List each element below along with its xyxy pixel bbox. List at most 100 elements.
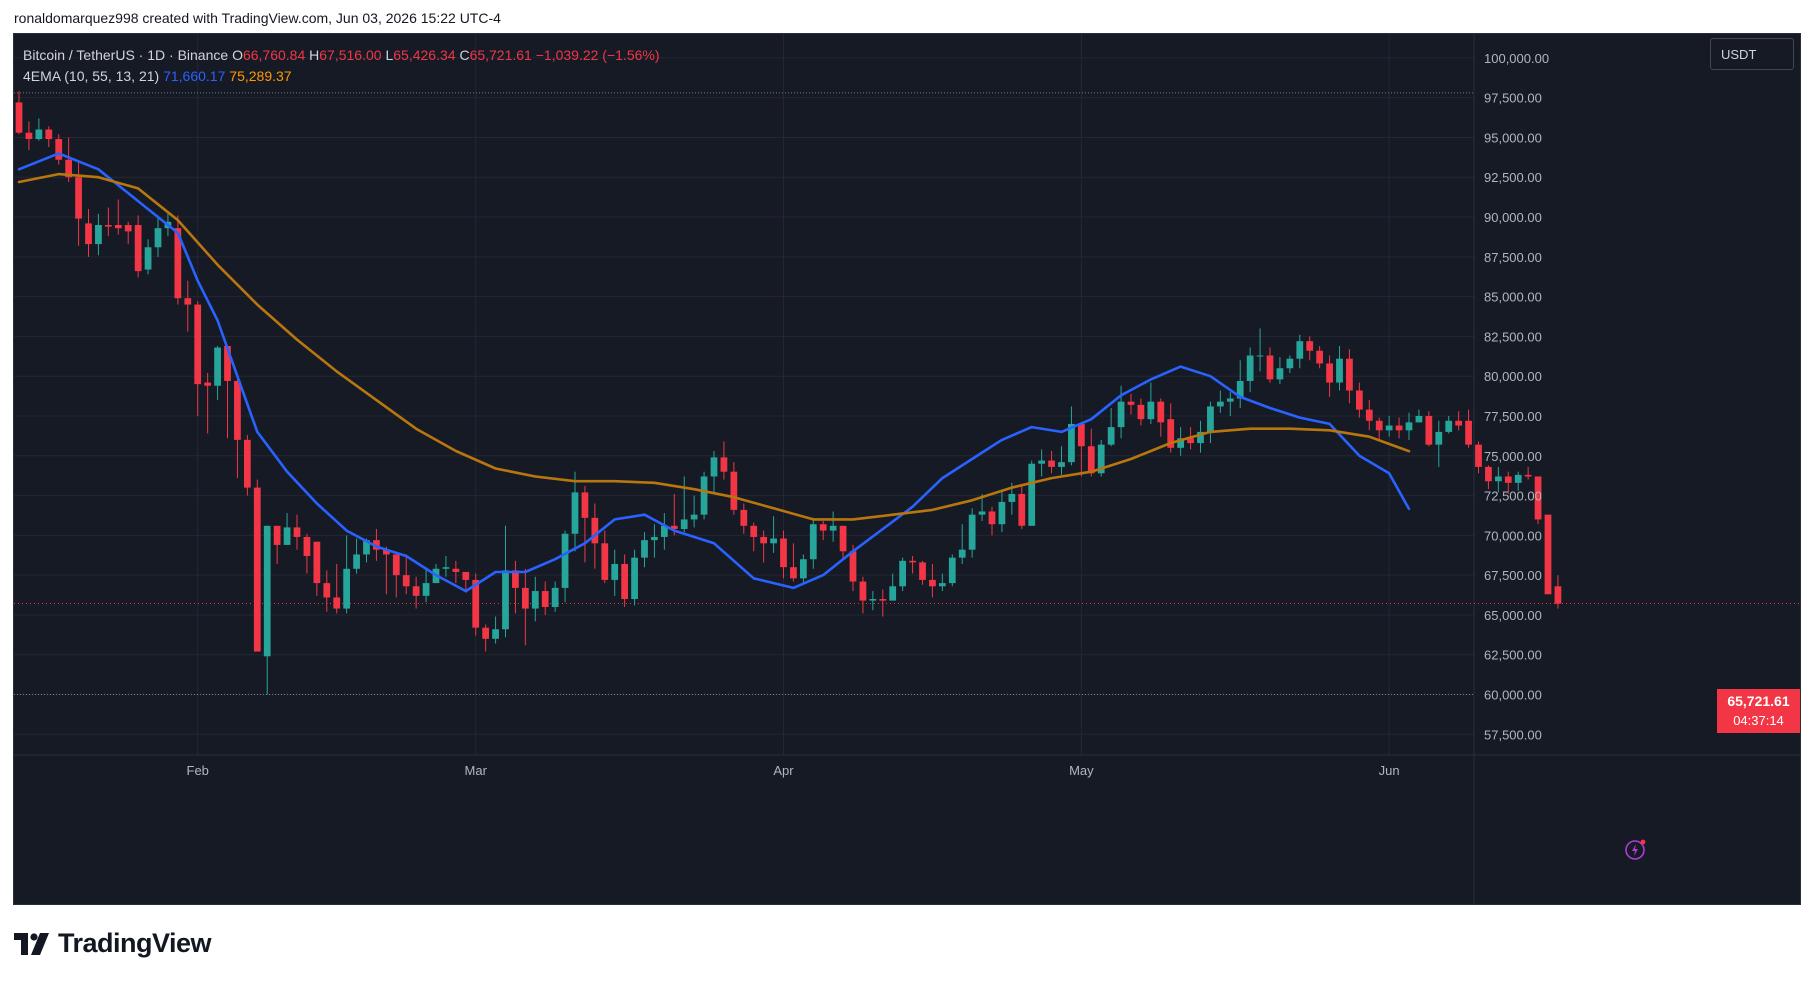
candle-body	[313, 541, 321, 584]
candle-body	[660, 525, 668, 537]
price-tick-label: 100,000.00	[1484, 51, 1549, 66]
candle	[382, 546, 390, 595]
currency-selector[interactable]: USDT	[1710, 38, 1794, 70]
candle-body	[780, 538, 787, 568]
candle-body	[323, 583, 331, 598]
candle-body	[382, 549, 390, 555]
candle	[184, 280, 192, 332]
candle	[1544, 514, 1552, 595]
candle	[204, 373, 212, 434]
lightning-icon[interactable]	[1624, 837, 1648, 861]
candle	[482, 624, 490, 652]
candle-body	[1127, 401, 1135, 405]
candle-body	[1226, 398, 1234, 402]
candle-body	[1097, 444, 1105, 474]
candle-body	[492, 629, 499, 639]
candle-body	[363, 540, 370, 555]
candle-body	[1514, 474, 1522, 483]
candle-body	[909, 560, 916, 563]
candle-body	[750, 525, 758, 537]
candle-body	[968, 514, 976, 550]
price-tick-label: 62,500.00	[1484, 648, 1542, 663]
candle-body	[670, 525, 678, 529]
candle	[1494, 466, 1502, 493]
candle	[1465, 409, 1472, 448]
candle	[1514, 471, 1522, 491]
candle	[214, 345, 221, 401]
candle-body	[55, 139, 63, 160]
candle-body	[1167, 419, 1175, 448]
price-tick-label: 90,000.00	[1484, 210, 1542, 225]
candle	[670, 493, 678, 536]
candle	[740, 503, 748, 534]
candle-body	[412, 586, 420, 596]
candle-body	[1445, 420, 1453, 432]
candle	[988, 506, 996, 536]
candle-body	[819, 524, 827, 531]
candle	[601, 530, 609, 584]
candle-body	[621, 564, 629, 600]
candle-body	[1504, 476, 1512, 483]
indicator-name: 4EMA (10, 55, 13, 21)	[23, 68, 160, 84]
candle	[809, 517, 817, 569]
candle-body	[392, 554, 400, 576]
candle-body	[1296, 341, 1304, 359]
candle-body	[1355, 390, 1363, 410]
candle-body	[502, 570, 509, 630]
candle	[760, 530, 768, 563]
candle-body	[144, 247, 152, 270]
candle	[1425, 411, 1433, 447]
candle-body	[114, 224, 122, 229]
candle-body	[938, 583, 946, 587]
candle-body	[65, 159, 73, 178]
candle	[790, 543, 797, 582]
candle	[799, 554, 807, 584]
candle-body	[104, 224, 112, 227]
candle	[25, 121, 33, 151]
candle	[680, 476, 688, 533]
price-tick-label: 77,500.00	[1484, 409, 1542, 424]
candle	[134, 215, 142, 278]
candle-body	[611, 564, 619, 580]
close-value: 65,721.61	[469, 47, 532, 63]
candle	[869, 591, 877, 611]
candle	[770, 516, 777, 553]
candle	[502, 525, 509, 638]
candle-body	[571, 492, 579, 534]
time-tick-label: Apr	[773, 763, 794, 778]
candle-body	[373, 540, 380, 550]
candle-body	[45, 129, 53, 140]
candle	[531, 576, 539, 622]
grid-lines	[14, 34, 1800, 904]
candle-body	[1157, 401, 1165, 423]
candle	[273, 525, 281, 565]
candle-body	[1534, 476, 1542, 520]
candle	[750, 522, 758, 552]
price-chart[interactable]: 57,500.00 60,000.00 62,500.00 65,000.00 67,5…	[14, 34, 1800, 904]
last-price: 65,721.61	[1727, 693, 1790, 709]
candle	[1375, 417, 1383, 440]
candle-body	[839, 525, 847, 552]
candle	[1554, 575, 1562, 609]
candle-body	[1266, 355, 1274, 380]
candle	[889, 573, 897, 601]
candle-body	[273, 525, 281, 545]
chart-panel[interactable]: 57,500.00 60,000.00 62,500.00 65,000.00 67,5…	[13, 33, 1801, 905]
candle-body	[1117, 401, 1125, 428]
candle	[85, 209, 92, 257]
candle	[1077, 422, 1085, 477]
candle	[452, 560, 460, 584]
candle	[35, 118, 43, 141]
candle	[651, 524, 658, 558]
candle	[611, 549, 619, 596]
last-price-tag: 65,721.61 04:37:14	[1717, 689, 1800, 733]
candle	[194, 301, 202, 416]
candle	[1157, 398, 1165, 437]
candle-body	[680, 519, 688, 529]
candle-body	[809, 524, 817, 560]
candle-body	[1246, 355, 1254, 381]
candle-body	[958, 549, 966, 558]
candle	[1147, 382, 1155, 424]
candle-body	[700, 476, 708, 515]
candle	[1445, 415, 1453, 434]
